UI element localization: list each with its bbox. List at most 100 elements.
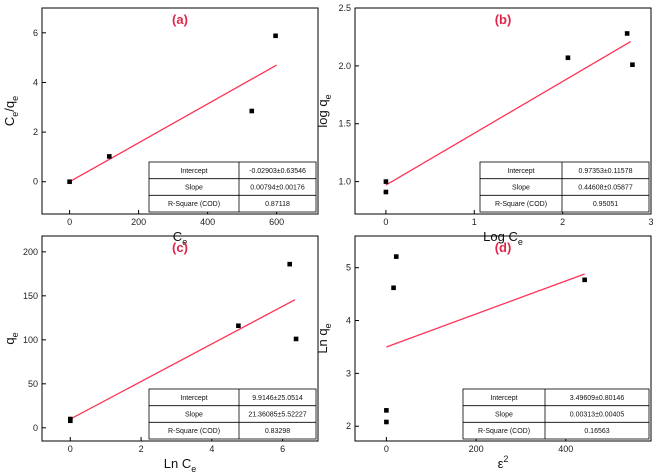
table-row-value: 21.36085±5.52227 xyxy=(248,412,306,419)
y-tick-label: 100 xyxy=(23,335,38,345)
data-point xyxy=(565,55,571,61)
y-tick-label: 0 xyxy=(33,423,38,433)
table-row-label: R-Square (COD) xyxy=(478,428,530,435)
y-axis-title: Ln qe xyxy=(315,323,333,353)
y-tick-label: 4 xyxy=(346,316,351,326)
fit-line xyxy=(70,299,296,420)
data-point xyxy=(249,108,255,114)
plot-frame xyxy=(41,235,319,442)
table-row-value: -0.02903±0.63546 xyxy=(249,168,306,175)
table-row-label: Slope xyxy=(495,412,513,419)
x-tick-label: 2 xyxy=(139,444,144,454)
x-tick-label: 0 xyxy=(384,444,389,454)
y-axis-title: log qe xyxy=(315,94,333,127)
data-point xyxy=(273,33,278,39)
y-tick-label: 2.5 xyxy=(338,3,351,13)
data-point xyxy=(393,254,399,259)
fit-statistics-table: Intercept 9.9146±25.0514 Slope 21.36085±5.5… xyxy=(148,388,317,440)
plot-frame xyxy=(354,235,652,442)
data-point xyxy=(68,418,73,424)
table-row-label: Slope xyxy=(512,185,530,192)
y-tick-label: 5 xyxy=(346,263,351,273)
fit-statistics-table: Intercept -0.02903±0.63546 Slope 0.00794±0.… xyxy=(148,161,317,213)
table-row-label: Intercept xyxy=(180,395,207,402)
data-point xyxy=(582,277,587,283)
table-row-value: 9.9146±25.0514 xyxy=(252,395,303,402)
table-row-value: 0.97353±0.11578 xyxy=(579,168,633,175)
table-row-value: 0.95051 xyxy=(593,201,618,208)
table-row-value: 0.00794±0.00176 xyxy=(250,185,305,192)
x-tick-label: 0 xyxy=(383,217,388,227)
data-point xyxy=(293,336,299,342)
fit-line xyxy=(385,41,632,186)
y-tick-label: 2 xyxy=(346,421,351,431)
x-tick-label: 4 xyxy=(209,444,214,454)
panel-label: (d) xyxy=(495,240,512,255)
y-tick-label: 2.0 xyxy=(338,61,351,71)
x-tick-label: 6 xyxy=(280,444,285,454)
y-axis-title-part: log q xyxy=(315,99,330,127)
y-axis-title: Ce/qe xyxy=(2,96,20,126)
data-point xyxy=(67,179,72,185)
x-axis-title-subscript: e xyxy=(182,237,187,247)
table-row-value: 3.49609±0.80146 xyxy=(570,395,625,402)
y-tick-label: 2 xyxy=(33,127,38,137)
fit-line xyxy=(69,64,277,183)
panel-label: (c) xyxy=(172,240,188,255)
y-tick-label: 6 xyxy=(33,28,38,38)
y-tick-label: 4 xyxy=(33,77,38,87)
y-tick-label: 1.0 xyxy=(338,177,351,187)
data-point xyxy=(391,285,396,291)
plot-frame xyxy=(354,7,652,215)
y-axis-title-subscript: e xyxy=(10,112,20,117)
data-point xyxy=(630,62,635,68)
x-axis-title-superscript: 2 xyxy=(503,454,508,464)
y-tick-label: 50 xyxy=(28,379,38,389)
data-point xyxy=(624,31,630,36)
table-row-label: R-Square (COD) xyxy=(168,201,220,208)
table-row-label: Intercept xyxy=(507,168,534,175)
data-point xyxy=(287,261,292,267)
table-row-label: R-Square (COD) xyxy=(168,428,220,435)
y-tick-label: 3 xyxy=(346,368,351,378)
x-tick-label: 0 xyxy=(68,444,73,454)
table-row-value: 0.87118 xyxy=(265,201,290,208)
x-tick-label: 2 xyxy=(560,217,565,227)
table-row-value: 0.16563 xyxy=(584,428,609,435)
data-point xyxy=(236,323,241,329)
data-point xyxy=(383,189,389,195)
data-point xyxy=(383,179,389,184)
data-point xyxy=(106,154,112,159)
x-tick-label: 3 xyxy=(648,217,653,227)
y-tick-label: 200 xyxy=(23,247,38,257)
x-axis-title: ε2 xyxy=(498,454,509,471)
table-border xyxy=(462,388,650,440)
y-axis-title-subscript: e xyxy=(323,94,333,99)
y-axis-title-part: Ln q xyxy=(315,328,330,353)
x-axis-title-subscript: e xyxy=(518,237,523,247)
table-border xyxy=(479,161,650,213)
x-tick-label: 0 xyxy=(67,217,72,227)
table-row-label: R-Square (COD) xyxy=(495,201,547,208)
x-tick-label: 200 xyxy=(131,217,146,227)
x-tick-label: 1 xyxy=(472,217,477,227)
fit-line xyxy=(386,273,585,348)
y-axis-title: qe xyxy=(2,332,20,344)
y-axis-title-part: /q xyxy=(2,101,17,112)
table-row-label: Slope xyxy=(185,412,203,419)
table-row-label: Intercept xyxy=(180,168,207,175)
table-row-value: 0.83298 xyxy=(265,428,290,435)
x-axis-title: Ln Ce xyxy=(164,456,196,472)
x-axis-title-subscript: e xyxy=(191,464,196,472)
y-axis-title-part: C xyxy=(2,117,17,126)
y-axis-title-subscript: e xyxy=(10,96,20,101)
y-tick-label: 1.5 xyxy=(338,119,351,129)
data-point xyxy=(384,419,389,425)
fit-statistics-table: Intercept 3.49609±0.80146 Slope 0.00313±0.0… xyxy=(462,388,650,440)
y-tick-label: 0 xyxy=(33,177,38,187)
x-tick-label: 400 xyxy=(558,444,573,454)
